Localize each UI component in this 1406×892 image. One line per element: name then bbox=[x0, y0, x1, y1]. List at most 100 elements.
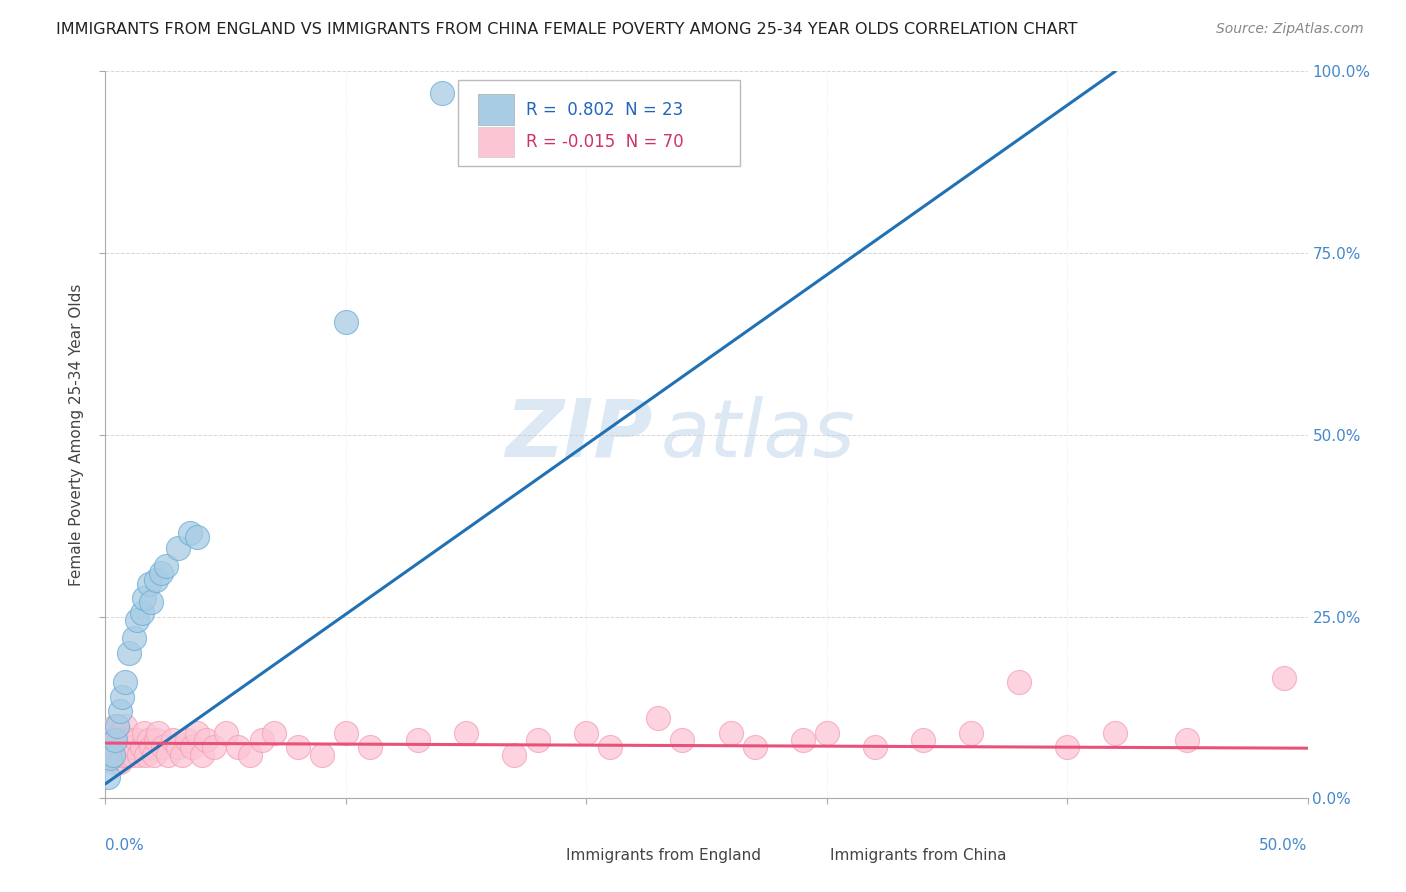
FancyBboxPatch shape bbox=[478, 127, 515, 157]
Text: Source: ZipAtlas.com: Source: ZipAtlas.com bbox=[1216, 22, 1364, 37]
Point bbox=[98, 747, 121, 762]
Point bbox=[815, 726, 838, 740]
Point bbox=[1272, 672, 1295, 686]
Point bbox=[792, 733, 814, 747]
Point bbox=[101, 747, 124, 762]
Point bbox=[1056, 740, 1078, 755]
Point bbox=[430, 86, 453, 100]
Point bbox=[125, 613, 148, 627]
Point bbox=[720, 726, 742, 740]
Point bbox=[960, 726, 983, 740]
Point bbox=[156, 747, 179, 762]
Point bbox=[135, 747, 157, 762]
Point bbox=[263, 726, 285, 740]
Point bbox=[131, 606, 153, 620]
Point bbox=[98, 751, 121, 765]
Point bbox=[335, 315, 357, 329]
Y-axis label: Female Poverty Among 25-34 Year Olds: Female Poverty Among 25-34 Year Olds bbox=[69, 284, 84, 586]
Point bbox=[1175, 733, 1198, 747]
Point bbox=[111, 747, 134, 762]
Point bbox=[101, 726, 124, 740]
Point bbox=[527, 733, 550, 747]
Point bbox=[98, 733, 121, 747]
Point bbox=[108, 704, 131, 718]
Point bbox=[671, 733, 693, 747]
Text: 50.0%: 50.0% bbox=[1260, 838, 1308, 854]
Point bbox=[108, 726, 131, 740]
Point bbox=[118, 646, 141, 660]
Point bbox=[162, 733, 184, 747]
Point bbox=[863, 740, 886, 755]
Point bbox=[145, 573, 167, 587]
Point bbox=[118, 733, 141, 747]
Point bbox=[107, 733, 129, 747]
Point bbox=[114, 719, 136, 733]
Point bbox=[195, 733, 218, 747]
Point bbox=[149, 566, 172, 580]
Text: R =  0.802  N = 23: R = 0.802 N = 23 bbox=[526, 101, 683, 119]
Point bbox=[335, 726, 357, 740]
Text: atlas: atlas bbox=[661, 396, 856, 474]
Point bbox=[124, 740, 146, 755]
Point bbox=[239, 747, 262, 762]
Point bbox=[104, 719, 127, 733]
Point bbox=[97, 770, 120, 784]
Point bbox=[132, 591, 155, 606]
Point bbox=[503, 747, 526, 762]
FancyBboxPatch shape bbox=[785, 841, 823, 869]
Point bbox=[181, 740, 204, 755]
Point bbox=[250, 733, 273, 747]
Point bbox=[139, 595, 162, 609]
Point bbox=[104, 733, 127, 747]
Point bbox=[131, 740, 153, 755]
Point bbox=[148, 726, 170, 740]
Point bbox=[125, 733, 148, 747]
Point bbox=[744, 740, 766, 755]
Point bbox=[186, 726, 208, 740]
Point bbox=[166, 740, 188, 755]
Text: IMMIGRANTS FROM ENGLAND VS IMMIGRANTS FROM CHINA FEMALE POVERTY AMONG 25-34 YEAR: IMMIGRANTS FROM ENGLAND VS IMMIGRANTS FR… bbox=[56, 22, 1078, 37]
Point bbox=[179, 526, 201, 541]
Point bbox=[101, 755, 124, 769]
Point bbox=[111, 690, 134, 704]
Point bbox=[111, 740, 134, 755]
Point bbox=[214, 726, 236, 740]
Point bbox=[186, 530, 208, 544]
Point bbox=[575, 726, 598, 740]
Point bbox=[599, 740, 621, 755]
Point bbox=[202, 740, 225, 755]
Point bbox=[97, 740, 120, 755]
Point bbox=[172, 747, 194, 762]
Text: 0.0%: 0.0% bbox=[105, 838, 145, 854]
Point bbox=[647, 711, 669, 725]
Point bbox=[114, 733, 136, 747]
Point bbox=[176, 733, 198, 747]
Point bbox=[454, 726, 477, 740]
Point bbox=[142, 747, 165, 762]
Point bbox=[287, 740, 309, 755]
Point bbox=[1008, 675, 1031, 690]
Point bbox=[145, 733, 167, 747]
Point bbox=[359, 740, 381, 755]
FancyBboxPatch shape bbox=[520, 841, 558, 869]
Point bbox=[121, 747, 143, 762]
Point bbox=[107, 719, 129, 733]
Text: R = -0.015  N = 70: R = -0.015 N = 70 bbox=[526, 133, 683, 151]
Point bbox=[128, 747, 150, 762]
Point bbox=[1104, 726, 1126, 740]
Point bbox=[406, 733, 429, 747]
Text: Immigrants from China: Immigrants from China bbox=[831, 847, 1007, 863]
Text: Immigrants from England: Immigrants from England bbox=[565, 847, 761, 863]
Point bbox=[911, 733, 934, 747]
Point bbox=[138, 577, 160, 591]
FancyBboxPatch shape bbox=[478, 95, 515, 125]
Text: ZIP: ZIP bbox=[505, 396, 652, 474]
Point bbox=[190, 747, 212, 762]
Point bbox=[115, 740, 138, 755]
Point bbox=[132, 726, 155, 740]
Point bbox=[155, 558, 177, 573]
Point bbox=[139, 740, 162, 755]
Point bbox=[115, 747, 138, 762]
Point bbox=[114, 675, 136, 690]
Point bbox=[311, 747, 333, 762]
